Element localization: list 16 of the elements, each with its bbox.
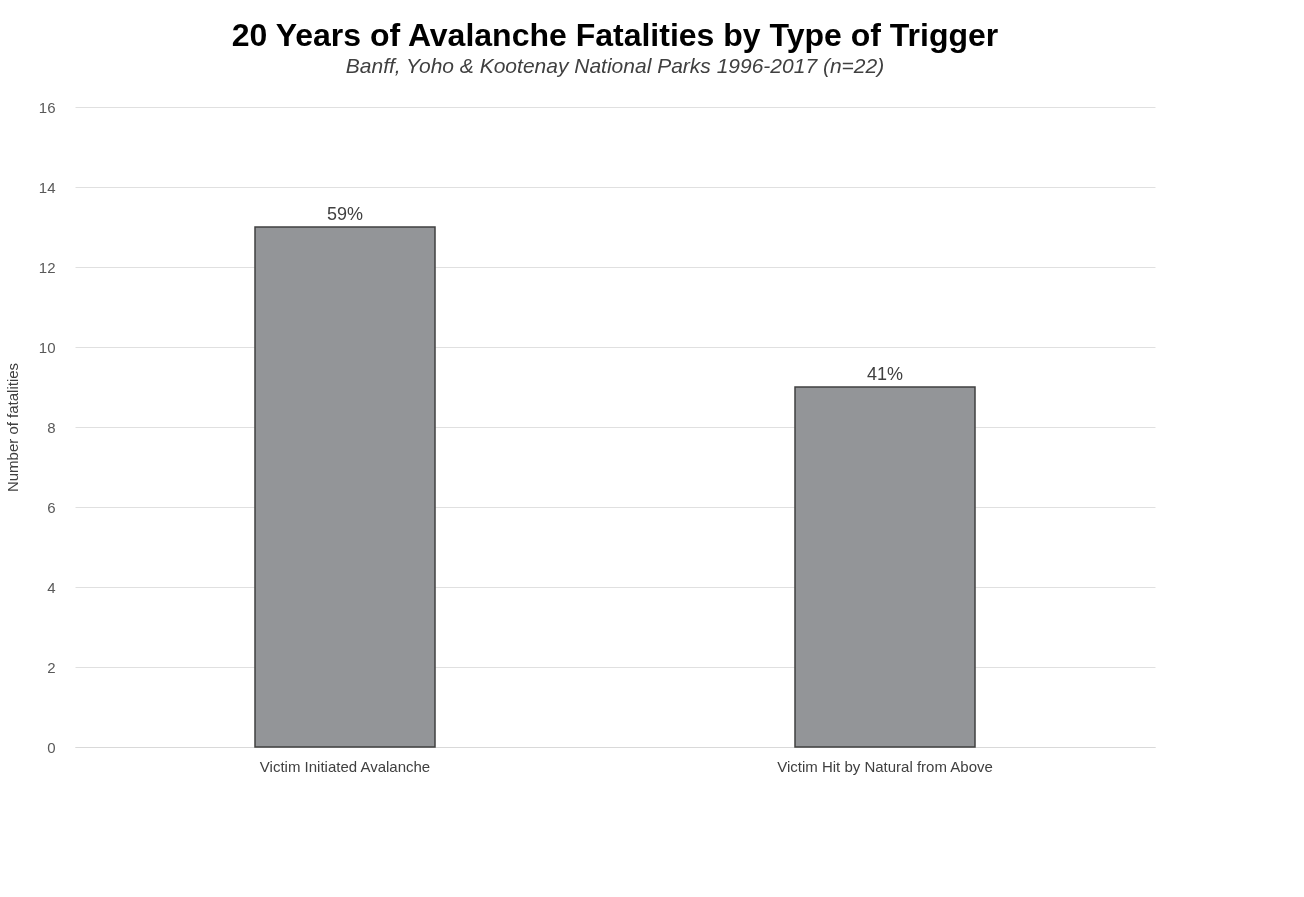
y-axis-title: Number of fatalities [3,362,21,493]
text: 41% [866,364,904,384]
y-tick-label: 12 [38,258,56,276]
x-tick-label: Victim Initiated Avalanche [259,757,431,775]
y-tick-label: 2 [47,658,56,676]
text: 59% [326,204,364,224]
x-tick-label: Victim Hit by Natural from Above [777,757,993,775]
y-tick-label: 10 [38,338,56,356]
y-tick-label: 16 [38,98,56,116]
y-tick-label: 8 [47,418,56,436]
y-tick-label: 0 [47,738,56,756]
y-tick-label: 6 [47,498,56,516]
y-tick-label: 4 [47,578,56,596]
chart-title: 20 Years of Avalanche Fatalities by Type of Trigger [231,17,999,53]
chart-subtitle: Banff, Yoho & Kootenay National Parks 1996-2017 (n=22) [345,54,885,77]
y-tick-label: 14 [38,178,56,196]
